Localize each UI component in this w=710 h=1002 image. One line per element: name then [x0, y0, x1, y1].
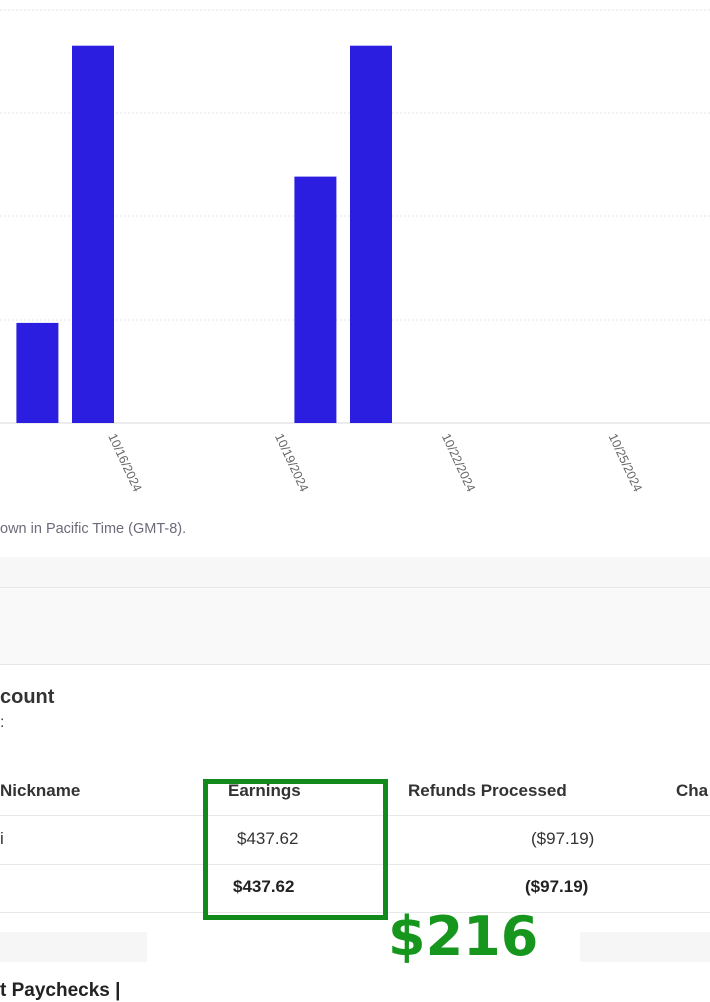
row-divider	[0, 864, 710, 865]
table-bottom-divider	[0, 912, 710, 913]
x-tick-label: 10/19/2024	[272, 431, 311, 494]
overlay-amount: $216	[388, 905, 539, 968]
row-1-refunds: ($97.19)	[531, 829, 595, 848]
total-refunds: ($97.19)	[525, 877, 589, 896]
header-divider	[0, 815, 710, 816]
col-charges[interactable]: Cha	[676, 781, 709, 800]
x-tick-label: 10/25/2024	[606, 431, 645, 494]
earnings-bar-chart: 10/16/2024 10/19/2024 10/22/2024 10/25/2024	[0, 9, 710, 494]
summary-band-bottom	[0, 588, 710, 665]
bar-10-20-2024[interactable]	[294, 176, 337, 423]
col-earnings[interactable]: Earnings	[228, 781, 301, 800]
x-tick-label: 10/22/2024	[439, 431, 478, 494]
summary-band-top	[0, 557, 710, 588]
section-subtitle: :	[0, 714, 5, 731]
paychecks-heading: t Paychecks |	[0, 980, 121, 1001]
x-tick-label: 10/16/2024	[105, 431, 144, 494]
footer-band-left	[0, 932, 147, 962]
earnings-highlight-box	[203, 779, 388, 920]
row-1-earnings: $437.62	[237, 829, 299, 848]
col-nickname[interactable]: Nickname	[0, 781, 81, 800]
row-1-nickname-link[interactable]: i	[0, 829, 4, 848]
bar-10-21-2024[interactable]	[350, 45, 392, 423]
total-earnings: $437.62	[233, 877, 295, 896]
bar-10-15-2024[interactable]	[16, 322, 59, 423]
footer-band-right	[580, 932, 710, 962]
bar-10-16-2024[interactable]	[72, 45, 114, 423]
timezone-note: own in Pacific Time (GMT-8).	[0, 521, 187, 537]
col-refunds-processed[interactable]: Refunds Processed	[408, 781, 567, 800]
section-title: count	[0, 686, 55, 708]
